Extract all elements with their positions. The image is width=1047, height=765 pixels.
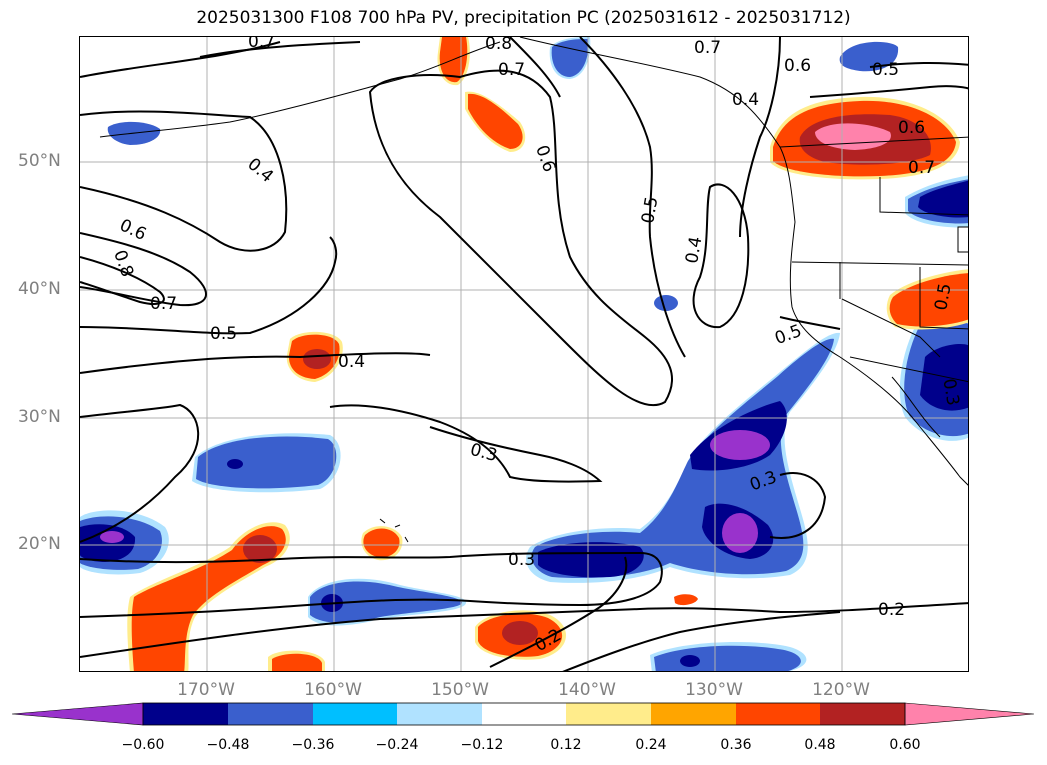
colorbar-segment (736, 703, 820, 725)
colorbar-segment (228, 703, 313, 725)
contour-label: 0.6 (898, 118, 925, 138)
colorbar-tick: 0.60 (889, 737, 921, 753)
contour-label: 0.8 (485, 37, 512, 54)
colorbar (11, 702, 1035, 726)
coastlines (99, 37, 968, 543)
colorbar-tick: 0.24 (635, 737, 667, 753)
colorbar-segment (313, 703, 397, 725)
lon-label-130w: 130°W (685, 680, 743, 700)
colorbar-tick: 0.12 (550, 737, 582, 753)
contour-label: 0.2 (878, 600, 905, 620)
contour-label: 0.6 (116, 215, 149, 245)
contour-label: 0.3 (468, 440, 499, 466)
colorbar-tick: −0.36 (291, 737, 335, 753)
colorbar-extend-high (904, 702, 1035, 726)
contour-label: 0.7 (694, 38, 721, 58)
colorbar-extend-low (11, 702, 144, 726)
map-panel: 0.7 0.8 0.7 0.7 0.6 0.5 0.4 0.6 0.7 0.6 … (79, 36, 969, 672)
lon-label-120w: 120°W (812, 680, 870, 700)
positive-anomaly-regions (127, 37, 968, 671)
lon-label-160w: 160°W (304, 680, 362, 700)
colorbar-segment (566, 703, 651, 725)
contour-label: 0.7 (498, 60, 525, 80)
colorbar-segment (143, 703, 228, 725)
colorbar-tick: −0.24 (375, 737, 419, 753)
contour-label: 0.5 (872, 60, 899, 80)
contour-label: 0.4 (682, 235, 706, 265)
lon-label-140w: 140°W (558, 680, 616, 700)
colorbar-tick: 0.36 (720, 737, 752, 753)
pv-contours (80, 37, 968, 671)
contour-label: 0.7 (908, 158, 935, 178)
contour-label: 0.5 (931, 282, 955, 312)
contour-label: 0.7 (150, 294, 177, 314)
contour-label: 0.4 (338, 352, 365, 372)
contour-label: 0.6 (784, 56, 811, 76)
lat-label-30n: 30°N (18, 407, 61, 427)
colorbar-tick: −0.12 (460, 737, 504, 753)
lon-label-150w: 150°W (431, 680, 489, 700)
colorbar-tick: 0.48 (804, 737, 836, 753)
contour-label: 0.7 (248, 37, 275, 52)
lon-label-170w: 170°W (177, 680, 235, 700)
negative-anomaly-regions (80, 37, 968, 671)
colorbar-tick: −0.60 (121, 737, 165, 753)
map-canvas: 0.7 0.8 0.7 0.7 0.6 0.5 0.4 0.6 0.7 0.6 … (80, 37, 968, 671)
contour-label: 0.3 (508, 550, 535, 570)
colorbar-segment (482, 703, 566, 725)
colorbar-segment (397, 703, 482, 725)
colorbar-tick: −0.48 (206, 737, 250, 753)
contour-label: 0.5 (772, 321, 804, 349)
contour-label: 0.5 (638, 195, 662, 225)
colorbar-segment (820, 703, 905, 725)
contour-label: 0.5 (210, 324, 237, 344)
contour-label: 0.4 (243, 154, 277, 187)
lat-label-40n: 40°N (18, 279, 61, 299)
lat-label-50n: 50°N (18, 151, 61, 171)
lat-label-20n: 20°N (18, 534, 61, 554)
contour-label: 0.3 (938, 377, 962, 407)
colorbar-segment (651, 703, 736, 725)
map-title: 2025031300 F108 700 hPa PV, precipitatio… (196, 8, 851, 28)
contour-labels: 0.7 0.8 0.7 0.7 0.6 0.5 0.4 0.6 0.7 0.6 … (109, 37, 963, 656)
contour-label: 0.4 (732, 90, 759, 110)
